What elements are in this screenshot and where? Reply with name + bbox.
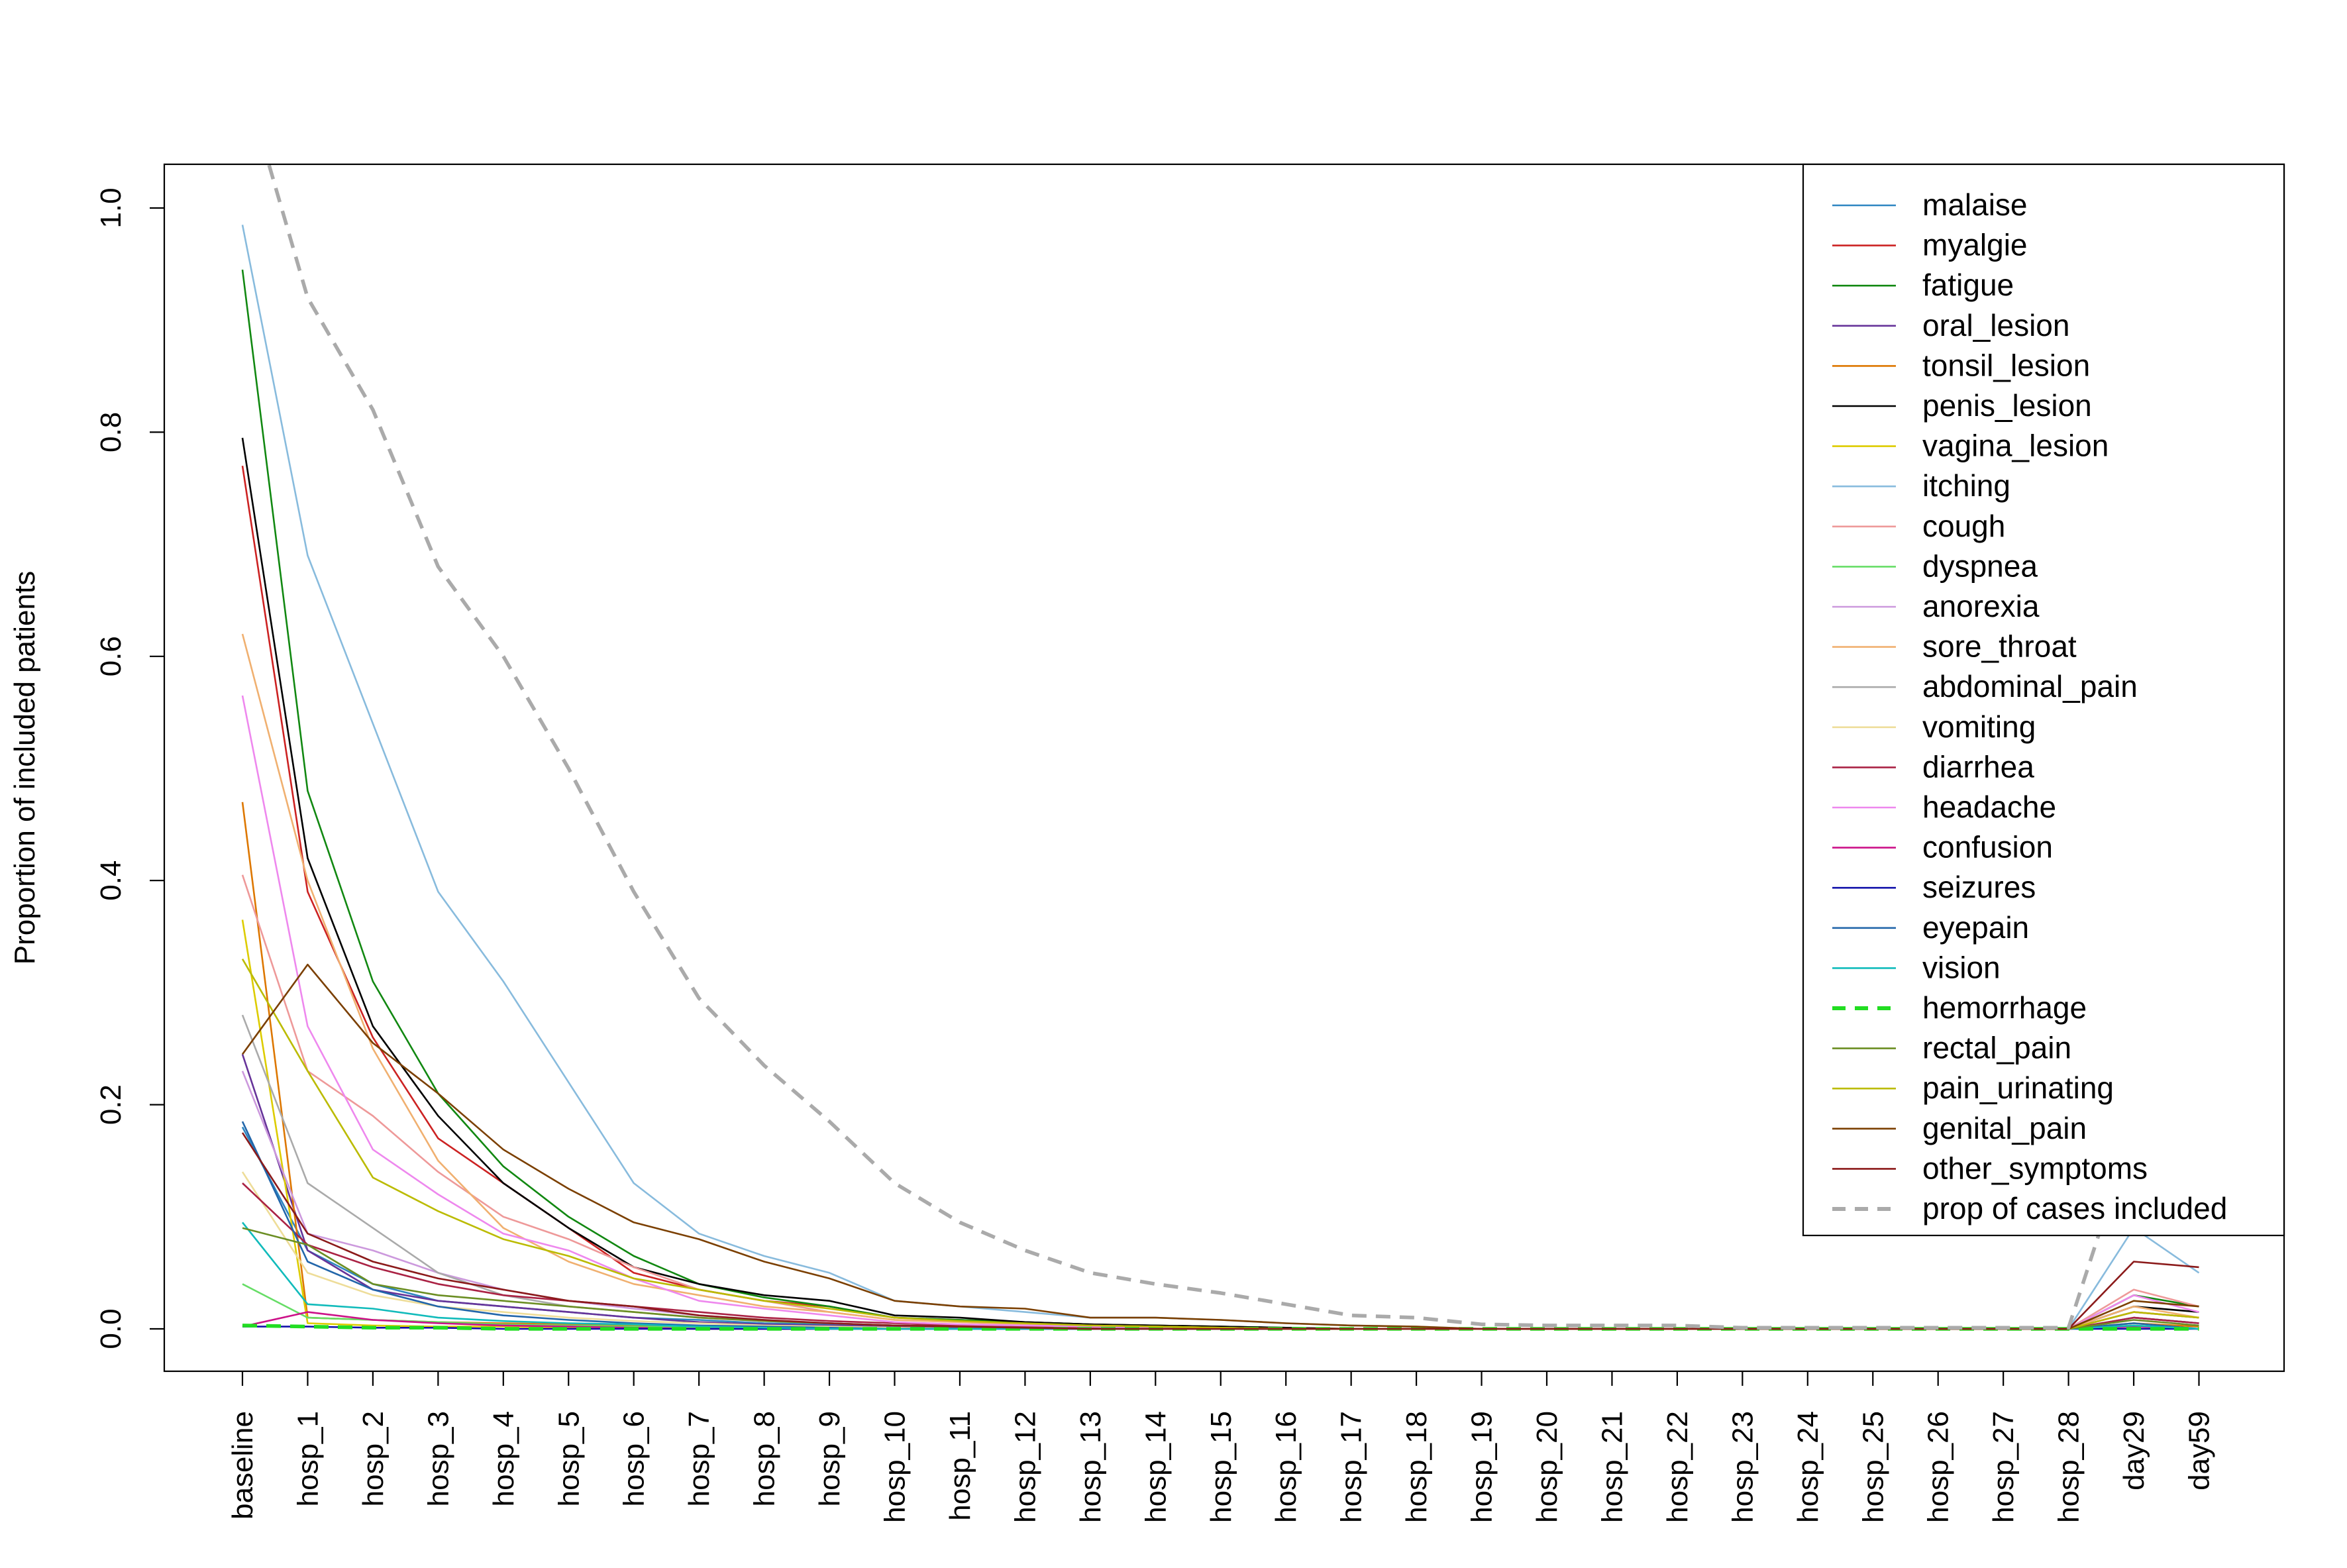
x-tick-label: hosp_1 <box>291 1411 324 1506</box>
x-axis: baseline hosp_1 hosp_2 hosp_3 hosp_4 hosp_5 ho… <box>227 1371 2216 1523</box>
series-line-other_symptoms <box>241 1132 2199 1330</box>
legend-label: diarrhea <box>1922 749 2034 784</box>
y-axis-label: Proportion of included patients <box>9 571 41 965</box>
legend-label: oral_lesion <box>1922 308 2069 342</box>
legend-label: headache <box>1922 790 2056 824</box>
y-tick-label: 0.2 <box>95 1084 127 1125</box>
y-tick-label: 0.4 <box>95 861 127 901</box>
legend-label: itching <box>1922 468 2010 503</box>
legend-label: confusion <box>1922 830 2053 864</box>
series-line-rectal_pain <box>242 1227 2199 1330</box>
y-tick-label: 1.0 <box>95 187 127 228</box>
x-tick-label: hosp_9 <box>813 1411 846 1506</box>
legend-label: anorexia <box>1922 589 2040 623</box>
y-tick-label: 0.0 <box>95 1308 127 1349</box>
legend-box <box>1802 163 2285 1237</box>
x-tick-label: hosp_7 <box>683 1411 715 1506</box>
legend-label: pain_urinating <box>1922 1071 2114 1105</box>
legend-label: vagina_lesion <box>1922 429 2109 463</box>
x-tick-label: hosp_14 <box>1139 1411 1172 1523</box>
x-tick-label: hosp_17 <box>1335 1411 1368 1523</box>
legend-label: abdominal_pain <box>1922 669 2138 704</box>
x-tick-label: hosp_21 <box>1596 1411 1628 1523</box>
x-tick-label: hosp_13 <box>1074 1411 1107 1523</box>
legend-label: hemorrhage <box>1922 990 2087 1025</box>
x-tick-label: hosp_18 <box>1400 1411 1433 1523</box>
y-axis: 0.0 0.2 0.4 0.6 0.8 1.0 <box>95 187 164 1349</box>
x-tick-label: hosp_11 <box>944 1411 976 1521</box>
legend-label: cough <box>1922 509 2005 543</box>
legend-label: other_symptoms <box>1922 1151 2148 1185</box>
x-tick-label: hosp_10 <box>879 1411 912 1523</box>
x-tick-label: hosp_25 <box>1857 1411 1889 1523</box>
x-tick-label: hosp_8 <box>749 1411 781 1506</box>
x-tick-label: day29 <box>2118 1411 2150 1490</box>
x-tick-label: hosp_26 <box>1922 1411 1955 1523</box>
x-tick-label: hosp_12 <box>1009 1411 1041 1523</box>
legend-label: dyspnea <box>1922 549 2038 583</box>
legend-label: penis_lesion <box>1922 388 2092 423</box>
x-tick-label: hosp_23 <box>1726 1411 1759 1523</box>
legend-label: rectal_pain <box>1922 1031 2071 1065</box>
x-tick-label: hosp_2 <box>357 1411 390 1506</box>
y-tick-label: 0.6 <box>95 636 127 676</box>
x-tick-label: hosp_5 <box>552 1411 585 1506</box>
legend-label: sore_throat <box>1922 629 2077 664</box>
x-tick-label: hosp_27 <box>1987 1411 2020 1523</box>
legend-label: vision <box>1922 950 2001 984</box>
x-tick-label: hosp_16 <box>1270 1411 1302 1523</box>
x-tick-label: hosp_15 <box>1205 1411 1237 1523</box>
x-tick-label: hosp_28 <box>2053 1411 2085 1523</box>
legend-label: malaise <box>1922 187 2028 222</box>
x-tick-label: baseline <box>227 1411 259 1520</box>
legend-label: fatigue <box>1922 268 2014 302</box>
legend-label: prop of cases included <box>1922 1191 2227 1226</box>
legend-label: eyepain <box>1922 910 2029 945</box>
x-tick-label: hosp_6 <box>618 1411 651 1506</box>
legend-label: tonsil_lesion <box>1922 348 2090 382</box>
x-tick-label: hosp_22 <box>1661 1411 1694 1523</box>
x-tick-label: hosp_4 <box>488 1411 520 1506</box>
x-tick-label: hosp_19 <box>1466 1411 1498 1523</box>
legend-label: genital_pain <box>1922 1111 2087 1145</box>
series-line-vision <box>241 1222 2199 1330</box>
y-tick-label: 0.8 <box>95 412 127 452</box>
x-tick-label: hosp_20 <box>1531 1411 1563 1523</box>
x-tick-label: day59 <box>2183 1411 2216 1490</box>
legend: malaise myalgie fatigue oral_lesion tonsil_l… <box>1802 163 2285 1237</box>
x-tick-label: hosp_24 <box>1792 1411 1824 1523</box>
legend-label: myalgie <box>1922 228 2028 262</box>
series-line-prop-of-cases-included <box>266 164 2201 1330</box>
series-lines <box>241 164 2201 1331</box>
x-tick-label: hosp_3 <box>422 1411 454 1506</box>
legend-label: seizures <box>1922 870 2036 904</box>
legend-label: vomiting <box>1922 709 2036 744</box>
